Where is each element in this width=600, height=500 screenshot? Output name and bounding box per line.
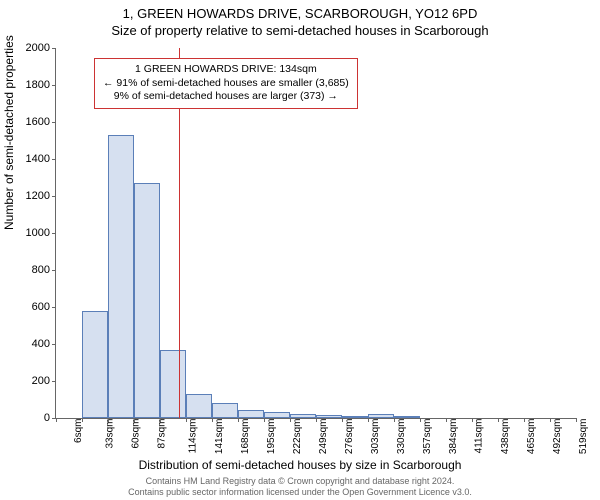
- xtick-label: 357sqm: [422, 419, 433, 455]
- xtick-mark: [264, 418, 265, 422]
- ytick-mark: [52, 159, 56, 160]
- xtick-mark: [290, 418, 291, 422]
- ytick-label: 1600: [20, 116, 50, 128]
- plot-area: 6sqm33sqm60sqm87sqm114sqm141sqm168sqm195…: [55, 48, 576, 419]
- histogram-bar: [290, 414, 316, 418]
- histogram-bar: [82, 311, 108, 418]
- xtick-label: 411sqm: [473, 419, 484, 454]
- xtick-label: 114sqm: [187, 419, 198, 454]
- footer-attribution: Contains HM Land Registry data © Crown c…: [0, 476, 600, 498]
- chart-container: 1, GREEN HOWARDS DRIVE, SCARBOROUGH, YO1…: [0, 0, 600, 500]
- footer-line-2: Contains public sector information licen…: [0, 487, 600, 498]
- xtick-mark: [446, 418, 447, 422]
- xtick-label: 222sqm: [292, 419, 303, 455]
- ytick-label: 0: [20, 412, 50, 424]
- ytick-mark: [52, 48, 56, 49]
- xtick-mark: [56, 418, 57, 422]
- xtick-label: 465sqm: [526, 419, 537, 455]
- chart-subtitle: Size of property relative to semi-detach…: [0, 21, 600, 38]
- ytick-label: 1800: [20, 79, 50, 91]
- ytick-mark: [52, 233, 56, 234]
- ytick-mark: [52, 307, 56, 308]
- xtick-label: 87sqm: [157, 419, 168, 449]
- histogram-bar: [394, 416, 420, 418]
- ytick-mark: [52, 344, 56, 345]
- xtick-label: 492sqm: [552, 419, 563, 455]
- ytick-label: 2000: [20, 42, 50, 54]
- xtick-mark: [524, 418, 525, 422]
- xtick-label: 249sqm: [318, 419, 329, 455]
- xtick-mark: [238, 418, 239, 422]
- annotation-line: ← 91% of semi-detached houses are smalle…: [103, 77, 349, 91]
- xtick-mark: [342, 418, 343, 422]
- xtick-mark: [160, 418, 161, 422]
- histogram-bar: [160, 350, 186, 418]
- histogram-bar: [186, 394, 212, 418]
- xtick-label: 303sqm: [370, 419, 381, 455]
- xtick-label: 33sqm: [105, 419, 116, 449]
- xtick-label: 6sqm: [73, 419, 84, 443]
- chart-title: 1, GREEN HOWARDS DRIVE, SCARBOROUGH, YO1…: [0, 0, 600, 21]
- xtick-label: 168sqm: [240, 419, 251, 455]
- ytick-label: 1400: [20, 153, 50, 165]
- annotation-line: 9% of semi-detached houses are larger (3…: [103, 90, 349, 104]
- ytick-mark: [52, 270, 56, 271]
- ytick-label: 1200: [20, 190, 50, 202]
- histogram-bar: [368, 414, 394, 418]
- xtick-label: 438sqm: [500, 419, 511, 455]
- xtick-mark: [420, 418, 421, 422]
- xtick-label: 195sqm: [266, 419, 277, 455]
- xtick-mark: [394, 418, 395, 422]
- histogram-bar: [264, 412, 290, 418]
- ytick-label: 600: [20, 301, 50, 313]
- xtick-mark: [368, 418, 369, 422]
- histogram-bar: [212, 403, 238, 418]
- xtick-label: 519sqm: [578, 419, 589, 455]
- ytick-label: 1000: [20, 227, 50, 239]
- xtick-mark: [134, 418, 135, 422]
- y-axis-label: Number of semi-detached properties: [2, 35, 16, 230]
- ytick-label: 400: [20, 338, 50, 350]
- annotation-box: 1 GREEN HOWARDS DRIVE: 134sqm← 91% of se…: [94, 58, 358, 109]
- histogram-bar: [134, 183, 160, 418]
- xtick-label: 276sqm: [344, 419, 355, 455]
- xtick-mark: [108, 418, 109, 422]
- annotation-line: 1 GREEN HOWARDS DRIVE: 134sqm: [103, 63, 349, 77]
- xtick-mark: [576, 418, 577, 422]
- histogram-bar: [238, 410, 264, 418]
- ytick-mark: [52, 122, 56, 123]
- xtick-mark: [316, 418, 317, 422]
- footer-line-1: Contains HM Land Registry data © Crown c…: [0, 476, 600, 487]
- ytick-mark: [52, 196, 56, 197]
- histogram-bar: [342, 416, 368, 418]
- x-axis-label: Distribution of semi-detached houses by …: [0, 458, 600, 472]
- xtick-mark: [498, 418, 499, 422]
- xtick-mark: [472, 418, 473, 422]
- xtick-mark: [550, 418, 551, 422]
- histogram-bar: [316, 415, 342, 418]
- ytick-mark: [52, 85, 56, 86]
- ytick-label: 200: [20, 375, 50, 387]
- xtick-mark: [186, 418, 187, 422]
- histogram-bar: [108, 135, 134, 418]
- xtick-mark: [212, 418, 213, 422]
- xtick-label: 384sqm: [448, 419, 459, 455]
- ytick-label: 800: [20, 264, 50, 276]
- xtick-label: 330sqm: [396, 419, 407, 455]
- xtick-label: 60sqm: [131, 419, 142, 449]
- ytick-mark: [52, 381, 56, 382]
- xtick-label: 141sqm: [214, 419, 225, 455]
- xtick-mark: [82, 418, 83, 422]
